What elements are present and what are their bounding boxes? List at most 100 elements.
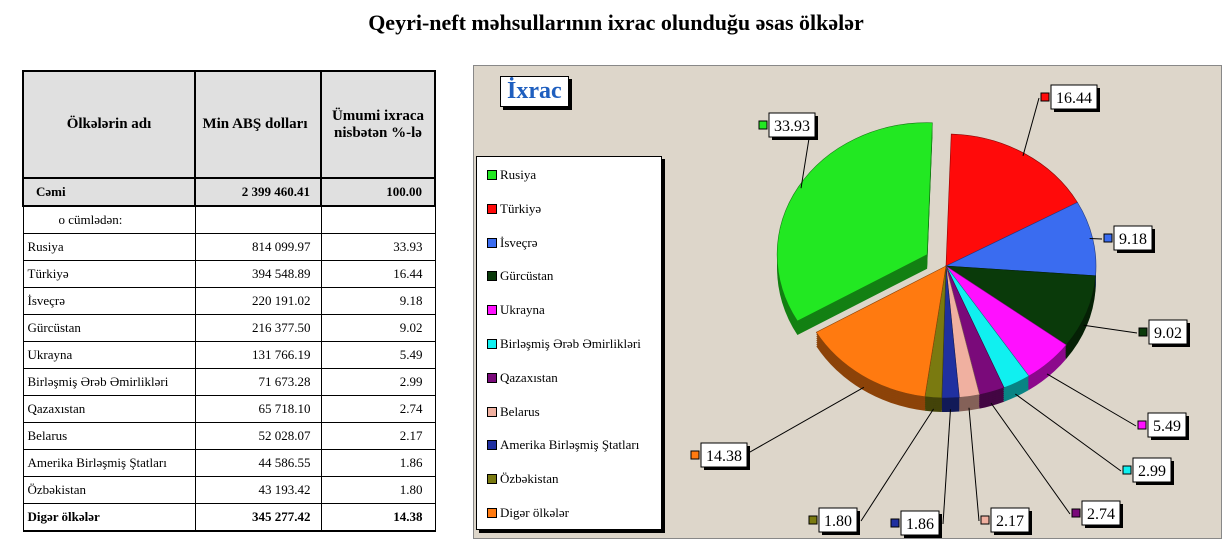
legend-swatch <box>487 339 497 349</box>
data-label-box <box>768 112 816 138</box>
pie-slice <box>945 133 1078 267</box>
table-row: Birləşmiş Ərəb Əmirlikləri 71 673.28 2.99 <box>22 368 436 396</box>
table-row: Özbəkistan 43 193.42 1.80 <box>22 476 436 504</box>
leader-line <box>942 409 951 525</box>
page-title: Qeyri-neft məhsullarının ixrac olunduğu … <box>368 10 864 35</box>
total-pct: 100.00 <box>320 177 436 207</box>
cell-value: 65 718.10 <box>194 395 322 423</box>
pie-chart: 33.93 16.44 9.18 9.02 5.49 2.99 2.74 2.17 1.86 1.… <box>690 84 1190 538</box>
legend-item: Amerika Birləşmiş Ştatları <box>487 437 639 453</box>
label-swatch <box>1040 92 1050 102</box>
legend-item: Digər ölkələr <box>487 505 569 521</box>
cell-name: Qazaxıstan <box>22 395 196 423</box>
legend-label: Belarus <box>500 403 540 419</box>
legend-item: Gürcüstan <box>487 268 553 284</box>
total-name: Cəmi <box>22 177 196 207</box>
label-swatch <box>1103 233 1113 243</box>
label-swatch <box>980 515 990 525</box>
legend-item: İsveçrə <box>487 235 538 251</box>
legend-swatch <box>487 203 497 214</box>
data-label-box <box>1081 500 1121 526</box>
legend: Rusiya Türkiyə İsveçrə Gürcüstan Ukrayna Birl… <box>476 156 662 530</box>
legend-swatch <box>487 372 497 383</box>
leader-line <box>742 386 865 457</box>
data-label-box <box>990 507 1030 533</box>
cell-name: Türkiyə <box>22 260 196 288</box>
data-label-box <box>818 507 858 533</box>
legend-label: Rusiya <box>500 167 537 182</box>
cell-value: 52 028.07 <box>194 422 322 450</box>
cell-pct: 5.49 <box>320 341 436 369</box>
legend-item: Belarus <box>487 404 540 420</box>
leader-line <box>990 402 1071 515</box>
data-label: 33.93 <box>774 118 810 135</box>
pie-slice <box>815 265 947 398</box>
legend-label: Digər ölkələr <box>500 505 569 520</box>
cell-pct: 1.80 <box>320 476 436 504</box>
chart-panel: 33.93 16.44 9.18 9.02 5.49 2.99 2.74 2.17 1.86 1.… <box>473 65 1222 539</box>
cell-name: Birləşmiş Ərəb Əmirlikləri <box>22 368 196 396</box>
cell-name: Belarus <box>22 422 196 450</box>
cell-pct: 14.38 <box>320 503 436 532</box>
label-swatch <box>1137 420 1147 430</box>
cell-value: 814 099.97 <box>194 233 322 261</box>
cell-pct: 16.44 <box>320 260 436 288</box>
data-label: 1.80 <box>824 513 852 530</box>
cell-value: 220 191.02 <box>194 287 322 315</box>
cell-value: 44 586.55 <box>194 449 322 477</box>
subheader: o cümlədən: <box>22 205 196 234</box>
cell-pct: 33.93 <box>320 233 436 261</box>
leader-line <box>1083 324 1138 334</box>
legend-label: Qazaxıstan <box>500 369 558 385</box>
table-row: Ukrayna 131 766.19 5.49 <box>22 341 436 369</box>
label-swatch <box>1138 327 1148 337</box>
legend-label: Ukrayna <box>500 302 545 318</box>
data-label: 9.18 <box>1119 231 1147 248</box>
legend-item: Özbəkistan <box>487 471 558 487</box>
data-label: 2.17 <box>996 513 1024 530</box>
label-swatch <box>890 518 900 528</box>
legend-swatch <box>487 170 497 180</box>
cell-name: Digər ölkələr <box>22 503 196 532</box>
data-label-box <box>1148 319 1188 345</box>
leader-line <box>860 408 935 522</box>
col-header-pct: Ümumi ixraca nisbətən %-lə <box>320 70 436 179</box>
label-swatch <box>758 120 768 130</box>
table-row: İsveçrə 220 191.02 9.18 <box>22 287 436 315</box>
data-label-box <box>1113 225 1153 251</box>
data-label: 2.74 <box>1087 506 1115 523</box>
legend-swatch <box>487 406 497 417</box>
data-label-box <box>1050 84 1098 110</box>
legend-item: Türkiyə <box>487 201 541 217</box>
col-header-country: Ölkələrin adı <box>22 70 196 179</box>
legend-label: Türkiyə <box>500 200 542 216</box>
cell-value: 216 377.50 <box>194 314 322 342</box>
data-label: 14.38 <box>706 448 742 465</box>
legend-swatch <box>487 440 497 451</box>
legend-swatch <box>487 271 497 282</box>
table-row: Rusiya 814 099.97 33.93 <box>22 233 436 261</box>
total-row: Cəmi 2 399 460.41 100.00 <box>22 177 436 207</box>
data-label: 1.86 <box>906 516 934 533</box>
table-row: Digər ölkələr 345 277.42 14.38 <box>22 503 436 532</box>
cell-pct: 9.18 <box>320 287 436 315</box>
legend-swatch <box>487 508 497 518</box>
label-swatch <box>1122 465 1132 475</box>
cell-name: Özbəkistan <box>22 476 196 504</box>
table-row: Türkiyə 394 548.89 16.44 <box>22 260 436 288</box>
export-table: Ölkələrin adı Min ABŞ dolları Ümumi ixraca… <box>22 70 436 532</box>
data-label-box <box>900 510 940 536</box>
cell-name: İsveçrə <box>22 287 196 315</box>
pie-slice <box>776 122 933 322</box>
label-swatch <box>690 450 700 460</box>
cell-name: Ukrayna <box>22 341 196 369</box>
legend-label: Amerika Birləşmiş Ştatları <box>500 437 640 453</box>
table-row: Gürcüstan 216 377.50 9.02 <box>22 314 436 342</box>
cell-name: Rusiya <box>22 233 196 261</box>
cell-value: 131 766.19 <box>194 341 322 369</box>
legend-label: İsveçrə <box>500 234 538 250</box>
legend-swatch <box>487 305 497 316</box>
col-header-value: Min ABŞ dolları <box>194 70 322 179</box>
label-swatch <box>808 515 818 525</box>
cell-pct: 9.02 <box>320 314 436 342</box>
